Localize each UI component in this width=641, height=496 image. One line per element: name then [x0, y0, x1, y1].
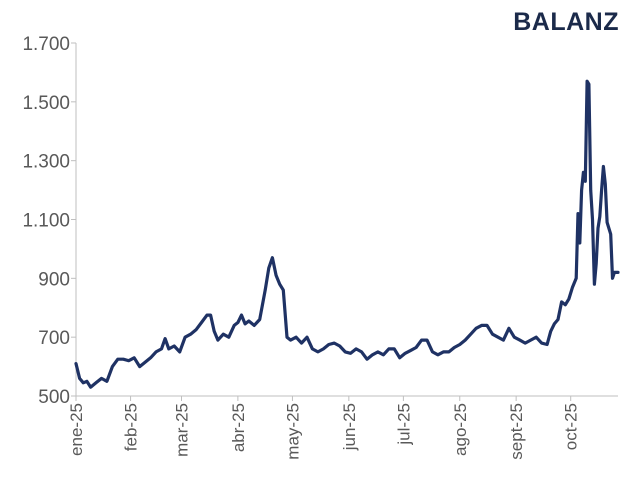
series-group — [74, 79, 620, 389]
series-line — [74, 79, 620, 389]
x-tick-label: ago-25 — [451, 403, 470, 456]
x-tick-label: may-25 — [283, 403, 302, 460]
y-tick-label: 1.700 — [22, 34, 70, 55]
x-tick-label: oct-25 — [562, 403, 581, 450]
x-tick-label: jul-25 — [394, 403, 413, 446]
x-axis: ene-25 feb-25 mar-25 abr-25 may-25 jun-25 jul-… — [67, 395, 618, 460]
y-tick-label: 1.300 — [22, 152, 70, 173]
y-tick-label: 1.500 — [22, 93, 70, 114]
brand-logo: BALANZ — [513, 8, 619, 36]
y-axis: 500 700 900 1.100 1.300 1.500 1.700 — [22, 34, 77, 408]
x-tick-label: jun-25 — [340, 403, 359, 451]
x-tick-label: mar-25 — [172, 403, 191, 457]
y-tick-label: 1.100 — [22, 211, 70, 232]
x-tick-label: sept-25 — [507, 403, 526, 460]
x-tick-label: feb-25 — [122, 403, 141, 451]
x-tick-label: ene-25 — [67, 403, 86, 456]
y-tick-label: 900 — [38, 269, 70, 290]
x-tick-label: abr-25 — [229, 403, 248, 452]
y-tick-label: 700 — [38, 328, 70, 349]
y-tick-label: 500 — [38, 387, 70, 408]
